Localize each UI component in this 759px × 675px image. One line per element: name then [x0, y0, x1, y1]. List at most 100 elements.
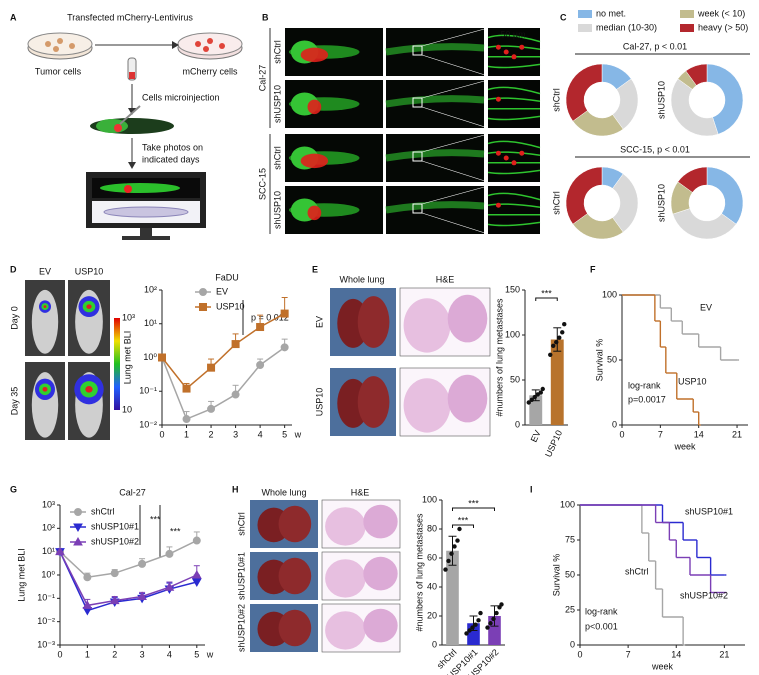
- y-tick-label: 75: [565, 534, 575, 544]
- vessel: [487, 115, 541, 121]
- marker: [82, 600, 93, 609]
- chart-title: Cal-27: [119, 487, 146, 497]
- marker: [158, 353, 166, 362]
- x-tick-label: 2: [209, 429, 214, 439]
- data-point: [467, 628, 472, 633]
- column-label: Whole lung: [261, 487, 306, 497]
- series-line: [59, 539, 198, 579]
- lung: [278, 505, 312, 543]
- annotation: log-rank: [585, 606, 618, 616]
- y-tick-label: 100: [505, 329, 520, 339]
- data-point: [526, 400, 531, 405]
- zoom-line: [421, 160, 489, 183]
- bar: [550, 339, 564, 425]
- screen-fish: [100, 183, 180, 193]
- scale-bar-label: 50 µm: [500, 29, 525, 39]
- bli-signal: [86, 304, 92, 309]
- y-tick-label: 50: [565, 569, 575, 579]
- he-tissue: [363, 504, 398, 539]
- annotation: p=0.0017: [628, 394, 666, 404]
- data-point: [551, 343, 556, 348]
- row-label: shCtrl: [272, 146, 282, 170]
- column-label: EV: [39, 266, 51, 276]
- donut-segment: [685, 63, 708, 86]
- zoom-line: [421, 106, 489, 129]
- legend-label: median (10-30): [596, 22, 657, 32]
- legend-swatch: [680, 24, 694, 32]
- zoom-line: [421, 54, 489, 77]
- legend-marker: [73, 536, 83, 546]
- y-tick-label: 10⁻³: [37, 639, 55, 649]
- cell-line-label: SCC-15: [257, 168, 267, 200]
- bli-signal: [42, 386, 48, 392]
- zoom-line: [421, 79, 489, 99]
- zoom-box: [412, 97, 423, 108]
- trunk: [385, 95, 485, 108]
- zoom-line: [421, 133, 489, 153]
- y-tick-label: 10¹: [144, 318, 157, 328]
- x-tick-label: 0: [577, 649, 582, 659]
- x-tick-label: 0: [619, 429, 624, 439]
- x-tick-label: 0: [57, 649, 62, 659]
- zoom-line: [421, 212, 489, 235]
- colorbar-label: 10³: [122, 312, 135, 322]
- significance-label: ***: [541, 288, 552, 298]
- y-tick-label: 100: [602, 289, 617, 299]
- bar: [529, 395, 543, 425]
- y-tick-label: 0: [432, 639, 437, 649]
- donut-label: shUSP10: [656, 184, 666, 222]
- lung: [278, 609, 312, 647]
- chart-title: FaDU: [215, 272, 239, 282]
- arrow-head: [172, 41, 179, 49]
- row-label: shCtrl: [272, 40, 282, 64]
- legend-marker: [73, 523, 83, 533]
- monitor-base: [122, 236, 170, 240]
- donut-label: shUSP10: [656, 81, 666, 119]
- series-label: shUSP10#2: [680, 590, 728, 600]
- column-label: Whole lung: [339, 274, 384, 284]
- x-tick-label: 21: [719, 649, 729, 659]
- zoom-box: [412, 45, 423, 56]
- marker: [182, 415, 191, 424]
- tumor-cell: [519, 44, 525, 50]
- panel-letter: I: [530, 484, 533, 494]
- data-point: [457, 526, 462, 532]
- column-label: H&E: [436, 274, 455, 284]
- y-tick-label: 10⁻²: [37, 616, 55, 626]
- legend-label: shUSP10#2: [91, 536, 139, 546]
- data-point: [473, 622, 478, 627]
- x-tick-label: 5: [194, 649, 199, 659]
- series-line: [161, 312, 286, 390]
- row-label: Day 0: [9, 306, 19, 330]
- annotation: ***: [170, 526, 181, 536]
- x-tick-label: 1: [85, 649, 90, 659]
- fish-tumor: [300, 153, 329, 169]
- row-label: shCtrl: [236, 512, 246, 536]
- lung: [357, 296, 390, 348]
- y-axis-label: #numbers of lung metastases: [414, 513, 424, 632]
- series-label: shUSP10#1: [685, 506, 733, 516]
- data-point: [485, 625, 490, 630]
- x-tick-label: 1: [184, 429, 189, 439]
- fish-tumor: [307, 99, 322, 115]
- monitor-stand: [140, 228, 152, 236]
- zoom-box: [412, 203, 423, 214]
- column-label: USP10: [75, 266, 104, 276]
- data-point: [470, 625, 475, 630]
- vessel: [487, 192, 541, 201]
- row-label: shUSP10: [272, 85, 282, 123]
- annotation: p = 0.012: [251, 312, 289, 322]
- lung: [357, 376, 390, 428]
- he-tissue: [325, 559, 366, 598]
- series-line: [59, 551, 198, 607]
- arrow-head: [128, 108, 136, 115]
- cell: [53, 46, 59, 52]
- needle: [119, 105, 141, 125]
- panel-letter: G: [10, 484, 17, 494]
- x-tick-label: 5: [282, 429, 287, 439]
- marker: [182, 384, 191, 393]
- cell: [203, 46, 209, 52]
- vessel: [487, 151, 541, 156]
- vessel: [487, 45, 541, 50]
